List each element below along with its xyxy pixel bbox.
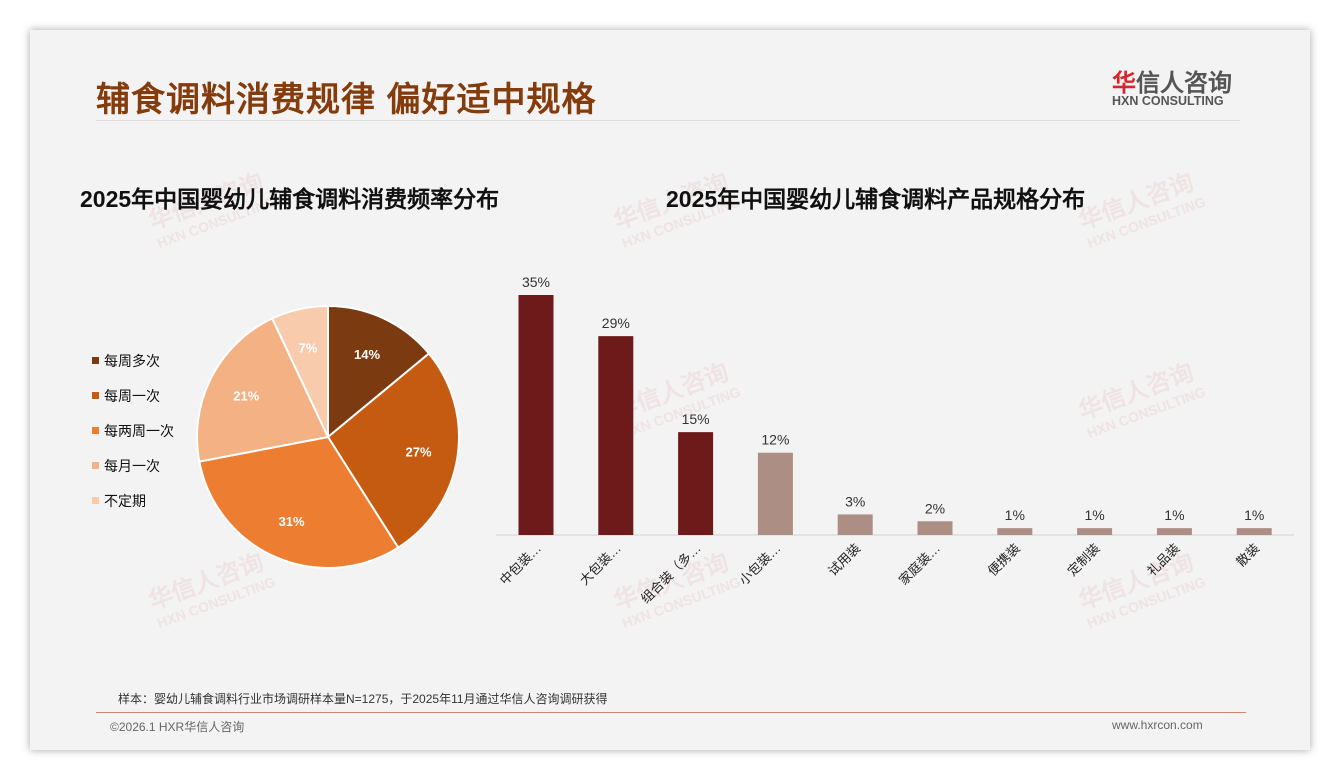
bar-value-label: 1% bbox=[1164, 507, 1184, 523]
bar bbox=[1156, 528, 1192, 535]
sample-note: 样本：婴幼儿辅食调料行业市场调研样本量N=1275，于2025年11月通过华信人… bbox=[118, 692, 608, 706]
legend-label: 不定期 bbox=[104, 492, 146, 509]
logo-en: HXN CONSULTING bbox=[1112, 94, 1224, 108]
pie-slice bbox=[196, 317, 330, 463]
legend-item: 每周多次 bbox=[92, 343, 174, 378]
x-tick-label: 小包装… bbox=[736, 541, 783, 588]
footer-divider bbox=[96, 712, 1246, 713]
legend-swatch bbox=[92, 357, 99, 364]
legend-swatch bbox=[92, 392, 99, 399]
bar-value-label: 12% bbox=[761, 432, 789, 448]
x-tick-label: 散装 bbox=[1233, 541, 1262, 570]
pie-slice bbox=[327, 304, 431, 440]
legend-swatch bbox=[92, 497, 99, 504]
legend-label: 每周一次 bbox=[104, 387, 160, 404]
legend-label: 每周多次 bbox=[104, 352, 160, 369]
legend-label: 每两周一次 bbox=[104, 422, 174, 439]
pie-slice bbox=[270, 304, 329, 438]
bar-value-label: 1% bbox=[1005, 507, 1025, 523]
bar-chart-title: 2025年中国婴幼儿辅食调料产品规格分布 bbox=[666, 186, 1086, 212]
pie-legend: 每周多次每周一次每两周一次每月一次不定期 bbox=[92, 343, 174, 518]
x-tick-label: 大包装… bbox=[577, 541, 624, 588]
x-tick-label: 家庭装… bbox=[896, 541, 943, 588]
legend-label: 每月一次 bbox=[104, 457, 160, 474]
legend-item: 每两周一次 bbox=[92, 413, 174, 448]
page-title: 辅食调料消费规律 偏好适中规格 bbox=[96, 81, 597, 119]
copyright: ©2026.1 HXR华信人咨询 bbox=[110, 720, 245, 734]
x-tick-label: 试用装 bbox=[825, 541, 863, 579]
logo: 华信人咨询 bbox=[1112, 70, 1232, 97]
bar-value-label: 1% bbox=[1084, 507, 1104, 523]
legend-swatch bbox=[92, 462, 99, 469]
bar bbox=[678, 432, 714, 535]
bar bbox=[1236, 528, 1272, 535]
x-tick-label: 定制装 bbox=[1065, 541, 1103, 579]
x-tick-label: 组合装（多… bbox=[638, 541, 704, 607]
charts: 14% 27% 31% 21% 7% 35% 中包装… 29% 大包装… 15% 组合装（多… 12%… bbox=[196, 274, 1294, 607]
bar bbox=[598, 336, 634, 535]
bar bbox=[1077, 528, 1113, 535]
slide: 华信人咨询 HXN CONSULTING 华信人咨询 HXN CONSULTING … bbox=[30, 30, 1310, 750]
bar-value-label: 29% bbox=[602, 315, 630, 331]
pie-slice bbox=[198, 435, 400, 569]
bar-value-label: 15% bbox=[682, 411, 710, 427]
legend-item: 不定期 bbox=[92, 483, 174, 518]
bar bbox=[757, 452, 793, 535]
pie-label: 31% bbox=[279, 514, 305, 529]
website-link[interactable]: www.hxrcon.com bbox=[1112, 718, 1203, 732]
x-tick-label: 便携装 bbox=[985, 541, 1023, 579]
pie-label: 21% bbox=[233, 388, 259, 403]
bar-value-label: 35% bbox=[522, 274, 550, 290]
bar-value-label: 1% bbox=[1244, 507, 1264, 523]
pie-label: 27% bbox=[406, 444, 432, 459]
bar bbox=[997, 528, 1033, 535]
pie-label: 7% bbox=[299, 341, 318, 356]
legend-item: 每周一次 bbox=[92, 378, 174, 413]
divider bbox=[96, 120, 1240, 121]
x-tick-label: 礼品装 bbox=[1144, 541, 1182, 579]
bar bbox=[518, 295, 554, 535]
pie-slice bbox=[326, 352, 460, 549]
bar bbox=[837, 514, 873, 535]
bar-value-label: 3% bbox=[845, 493, 865, 509]
x-tick-label: 中包装… bbox=[497, 541, 544, 588]
pie-chart-title: 2025年中国婴幼儿辅食调料消费频率分布 bbox=[80, 186, 500, 212]
legend-item: 每月一次 bbox=[92, 448, 174, 483]
legend-swatch bbox=[92, 427, 99, 434]
pie-label: 14% bbox=[354, 347, 380, 362]
bar bbox=[917, 521, 953, 535]
bar-value-label: 2% bbox=[925, 500, 945, 516]
